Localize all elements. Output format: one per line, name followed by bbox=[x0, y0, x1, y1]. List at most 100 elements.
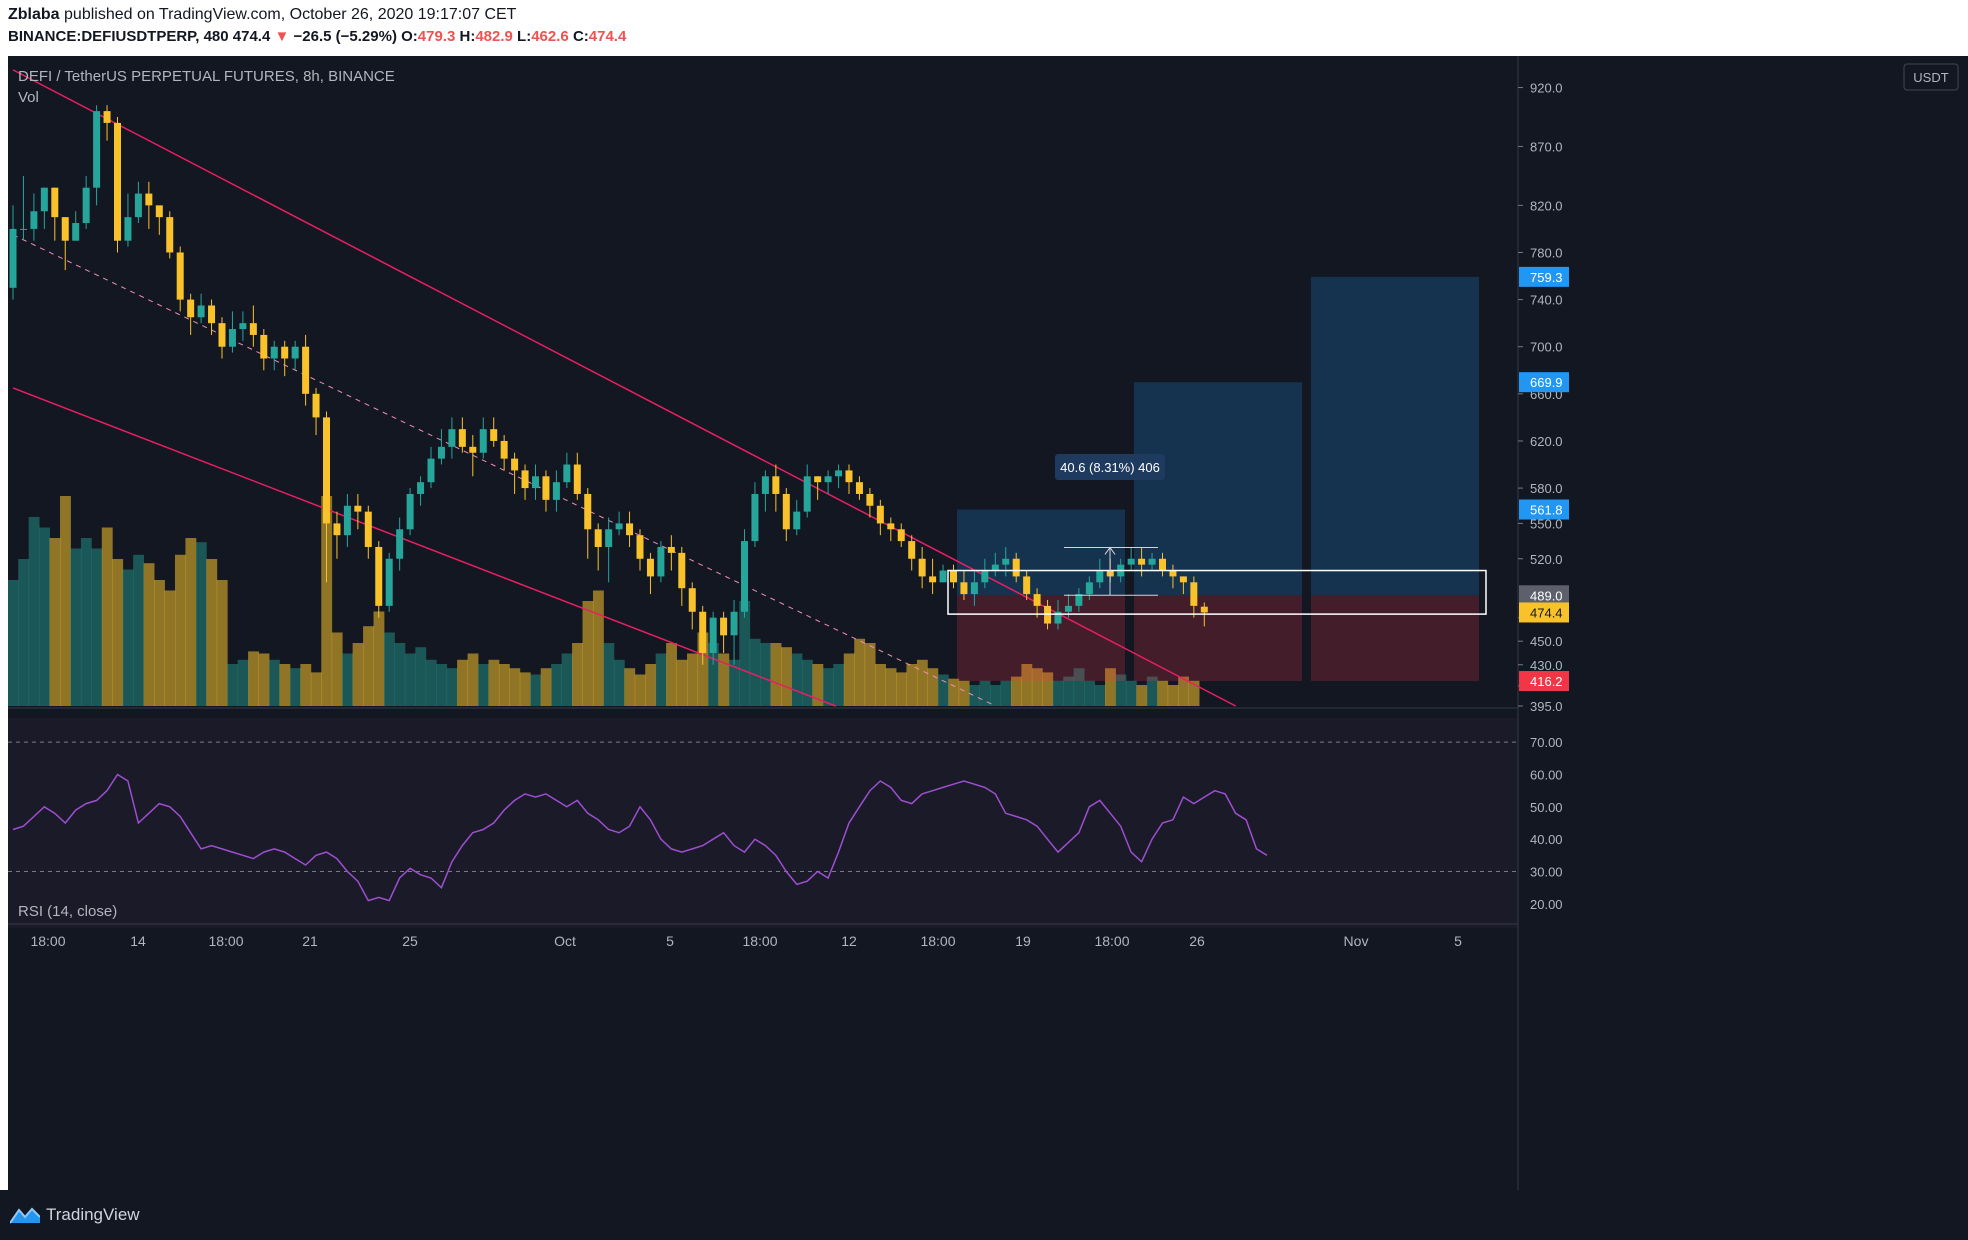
candle-body bbox=[1169, 570, 1177, 577]
volume-bar bbox=[373, 611, 385, 706]
time-tick-label: 26 bbox=[1189, 933, 1205, 949]
volume-bar bbox=[1000, 680, 1012, 706]
candle-body bbox=[991, 564, 999, 571]
volume-bar bbox=[446, 668, 458, 706]
publish-text: published on TradingView.com, October 26… bbox=[64, 6, 517, 23]
price-tick-label: 780.0 bbox=[1530, 245, 1563, 260]
volume-bar bbox=[1063, 676, 1075, 706]
volume-bar bbox=[300, 664, 312, 706]
volume-bar bbox=[822, 668, 834, 706]
volume-bar bbox=[425, 659, 437, 706]
volume-bar bbox=[540, 668, 552, 706]
volume-bar bbox=[519, 672, 531, 706]
volume-bar bbox=[310, 672, 322, 706]
volume-bar bbox=[979, 680, 991, 706]
candle-body bbox=[1023, 576, 1031, 595]
price-tick-label: 920.0 bbox=[1530, 81, 1563, 96]
price-tick-label: 520.0 bbox=[1530, 552, 1563, 567]
candle-body bbox=[312, 393, 320, 418]
author-name[interactable]: Zblaba bbox=[8, 6, 60, 23]
volume-bar bbox=[1178, 676, 1190, 706]
price-tick-label: 580.0 bbox=[1530, 481, 1563, 496]
candle-body bbox=[490, 429, 498, 441]
candle-body bbox=[302, 346, 310, 394]
candle-body bbox=[469, 446, 477, 453]
candle-body bbox=[824, 476, 832, 483]
close-value: 474.4 bbox=[588, 28, 627, 45]
volume-bar bbox=[91, 548, 103, 706]
time-tick-label: Oct bbox=[554, 933, 576, 949]
candle-body bbox=[103, 111, 111, 123]
candle-body bbox=[155, 205, 163, 218]
volume-bar bbox=[896, 672, 907, 706]
volume-bar bbox=[969, 685, 981, 706]
stop-zone bbox=[1311, 595, 1479, 682]
price-chart[interactable]: 40.6 (8.31%) 406 920.0 870.0 820.0 780.0 740… bbox=[7, 56, 1968, 1190]
volume-bar bbox=[572, 643, 583, 706]
last-price: 474.4 bbox=[232, 28, 271, 45]
volume-bar bbox=[676, 659, 688, 706]
price-axis[interactable]: 920.0870.0820.0780.0740.0700.0660.0620.0… bbox=[1518, 81, 1569, 912]
volume-bar bbox=[154, 580, 165, 706]
candle-body bbox=[291, 346, 299, 359]
candle-body bbox=[437, 446, 445, 459]
stop-zone bbox=[957, 595, 1125, 682]
price-tick-label: 450.0 bbox=[1530, 634, 1563, 649]
price-tag-label: 561.8 bbox=[1530, 503, 1563, 518]
channel-lines[interactable] bbox=[12, 69, 1236, 707]
candle-body bbox=[176, 252, 184, 300]
volume-bar bbox=[927, 668, 939, 706]
volume-bar bbox=[1146, 676, 1158, 706]
candle-body bbox=[563, 464, 571, 483]
position-boxes[interactable] bbox=[957, 276, 1479, 682]
price-tick-label: 870.0 bbox=[1530, 139, 1563, 154]
measure-label: 40.6 (8.31%) 406 bbox=[1060, 460, 1160, 475]
candle-body bbox=[657, 546, 665, 577]
candle-body bbox=[385, 558, 393, 606]
plot-bg bbox=[8, 56, 1968, 1190]
annotations[interactable]: 40.6 (8.31%) 406 bbox=[947, 454, 1487, 615]
candle-body bbox=[1159, 558, 1166, 571]
candle-body bbox=[521, 470, 529, 489]
volume-bar bbox=[28, 517, 40, 706]
candle-body bbox=[532, 476, 539, 489]
candle-body bbox=[208, 305, 216, 324]
candle-body bbox=[709, 617, 717, 653]
open-label: O: bbox=[401, 28, 418, 45]
low-value: 462.6 bbox=[531, 28, 569, 45]
candle-body bbox=[855, 482, 863, 494]
candle-body bbox=[9, 228, 17, 288]
candle-body bbox=[939, 570, 947, 583]
price-tick-label: 700.0 bbox=[1530, 340, 1563, 355]
volume-bar bbox=[1042, 672, 1054, 706]
volume-bar bbox=[394, 643, 406, 706]
publish-info: Zblaba published on TradingView.com, Oct… bbox=[8, 6, 516, 24]
high-label: H: bbox=[459, 28, 476, 45]
candle-body bbox=[396, 529, 404, 559]
rsi-tick-label: 50.00 bbox=[1530, 800, 1563, 815]
price-tick-label: 820.0 bbox=[1530, 198, 1563, 213]
volume-bar bbox=[791, 653, 803, 706]
chart-area[interactable]: 40.6 (8.31%) 406 920.0 870.0 820.0 780.0 740… bbox=[7, 56, 1968, 1190]
candle-body bbox=[343, 505, 351, 536]
candle-body bbox=[333, 523, 341, 536]
measure-arrow-head bbox=[1104, 546, 1116, 555]
candle-body bbox=[866, 493, 874, 506]
volume-bar bbox=[206, 559, 218, 706]
volume-bar bbox=[937, 674, 949, 706]
time-tick-label: 18:00 bbox=[30, 933, 65, 949]
volume-bar bbox=[279, 664, 291, 706]
candle-body bbox=[270, 346, 278, 359]
candle-body bbox=[218, 323, 226, 347]
candle-body bbox=[249, 323, 257, 335]
candle-body bbox=[584, 493, 592, 530]
price-tick-label: 430.0 bbox=[1530, 658, 1563, 673]
brand[interactable]: TradingView bbox=[10, 1205, 140, 1225]
rsi-tick-label: 20.00 bbox=[1530, 897, 1563, 912]
currency-badge[interactable]: USDT bbox=[1903, 63, 1959, 91]
candle-body bbox=[323, 417, 330, 524]
time-axis[interactable]: 18:00 14 18:00 21 25 Oct 5 18:00 12 18:00 19 18:00 2… bbox=[30, 933, 1462, 949]
rsi-tick-label: 70.00 bbox=[1530, 735, 1563, 750]
rsi-bg bbox=[8, 718, 1518, 928]
volume-bar bbox=[666, 643, 677, 706]
